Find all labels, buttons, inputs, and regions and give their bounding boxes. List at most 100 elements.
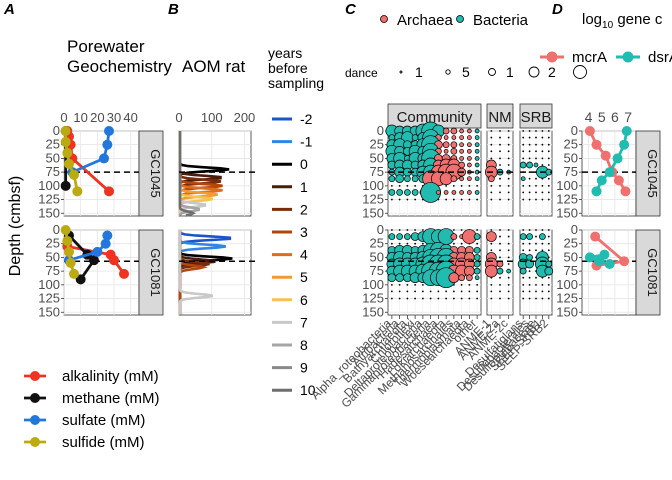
data-point <box>60 126 71 136</box>
legend-label: 4 <box>300 247 308 263</box>
x-tick-label: 6 <box>611 109 619 125</box>
abundance-dot <box>528 283 531 286</box>
size-legend-label: 1 <box>415 64 423 80</box>
abundance-point <box>459 148 464 154</box>
abundance-point <box>450 175 458 183</box>
series-line <box>71 130 111 174</box>
legend-key <box>30 415 40 425</box>
y-tick-label: 125 <box>38 291 60 306</box>
y-tick-label: 75 <box>564 164 578 179</box>
y-tick-label: 100 <box>362 277 384 292</box>
x-tick-label: 200 <box>234 110 256 125</box>
y-tick-label: 125 <box>556 291 578 306</box>
abundance-point <box>443 148 449 154</box>
abundance-dot <box>522 229 525 231</box>
abundance-dot <box>445 184 448 187</box>
panel-d-legend-title: log10 gene c <box>582 11 663 31</box>
abundance-point <box>442 127 450 135</box>
abundance-point <box>466 274 473 282</box>
abundance-dot <box>535 242 537 245</box>
gene-data-point <box>596 175 607 186</box>
abundance-dot <box>507 290 510 293</box>
abundance-dot <box>468 198 471 201</box>
abundance-dot <box>499 235 501 238</box>
abundance-dot <box>522 249 525 252</box>
abundance-dot <box>398 290 401 293</box>
abundance-dot <box>406 242 409 245</box>
abundance-dot <box>507 198 510 201</box>
abundance-dot <box>499 157 501 160</box>
abundance-point <box>387 273 397 283</box>
abundance-dot <box>547 164 550 166</box>
abundance-point <box>451 135 457 140</box>
y-tick-label: 25 <box>370 137 384 152</box>
abundance-point <box>459 190 464 195</box>
abundance-dot <box>535 143 537 146</box>
abundance-point <box>487 175 495 183</box>
abundance-dot <box>460 283 463 286</box>
gene-data-point <box>600 150 611 161</box>
abundance-dot <box>507 130 510 132</box>
abundance-dot <box>414 283 417 286</box>
abundance-dot <box>507 164 510 166</box>
data-point <box>72 186 83 197</box>
x-tick-label: 20 <box>90 110 104 125</box>
abundance-dot <box>528 229 531 231</box>
abundance-dot <box>499 150 501 153</box>
abundance-dot <box>507 150 510 153</box>
abundance-dot <box>547 229 550 231</box>
abundance-dot <box>490 283 493 286</box>
facet-strip-label: NM <box>488 109 511 126</box>
abundance-dot <box>507 249 510 252</box>
abundance-dot <box>547 198 550 201</box>
abundance-dot <box>406 184 409 187</box>
abundance-dot <box>460 290 463 293</box>
legend-key <box>30 393 40 403</box>
abundance-dot <box>547 184 550 187</box>
gene-data-point <box>590 231 601 242</box>
abundance-dot <box>522 157 525 160</box>
y-tick-label: 150 <box>362 304 384 319</box>
legend-label: -2 <box>300 111 313 127</box>
abundance-point <box>485 231 497 242</box>
abundance-dot <box>499 177 501 180</box>
facet-strip-label: GC1081 <box>645 248 660 296</box>
legend-label: 2 <box>300 201 308 217</box>
size-legend-key <box>488 68 496 76</box>
abundance-point <box>474 162 480 168</box>
abundance-dot <box>499 276 501 279</box>
facet-strip <box>519 103 553 129</box>
abundance-point <box>539 233 546 240</box>
abundance-dot <box>528 270 531 273</box>
y-tick-label: 25 <box>46 137 60 152</box>
abundance-point <box>396 233 403 240</box>
abundance-dot <box>535 283 537 286</box>
legend-key <box>622 51 634 63</box>
abundance-dot <box>541 157 544 160</box>
abundance-dot <box>535 130 537 132</box>
abundance-point <box>388 189 396 196</box>
abundance-dot <box>528 177 531 180</box>
abundance-dot <box>541 191 544 194</box>
size-legend-label: 5 <box>462 64 470 80</box>
abundance-dot <box>490 157 493 160</box>
data-point <box>64 158 74 169</box>
abundance-dot <box>535 249 537 252</box>
y-tick-label: 25 <box>564 236 578 251</box>
abundance-dot <box>452 290 455 293</box>
abundance-point <box>484 264 498 278</box>
abundance-dot <box>507 263 510 265</box>
abundance-dot <box>406 198 409 201</box>
abundance-dot <box>547 290 550 293</box>
abundance-dot <box>460 242 463 245</box>
abundance-dot <box>398 297 401 300</box>
abundance-dot <box>429 297 432 300</box>
abundance-dot <box>390 198 393 201</box>
y-tick-label: 0 <box>53 123 60 138</box>
x-tick-label: 0 <box>60 110 67 125</box>
abundance-dot <box>528 297 531 300</box>
abundance-dot <box>414 290 417 293</box>
y-tick-label: 0 <box>53 222 60 237</box>
legend-label: methane (mM) <box>62 390 160 407</box>
abundance-dot <box>406 283 409 286</box>
